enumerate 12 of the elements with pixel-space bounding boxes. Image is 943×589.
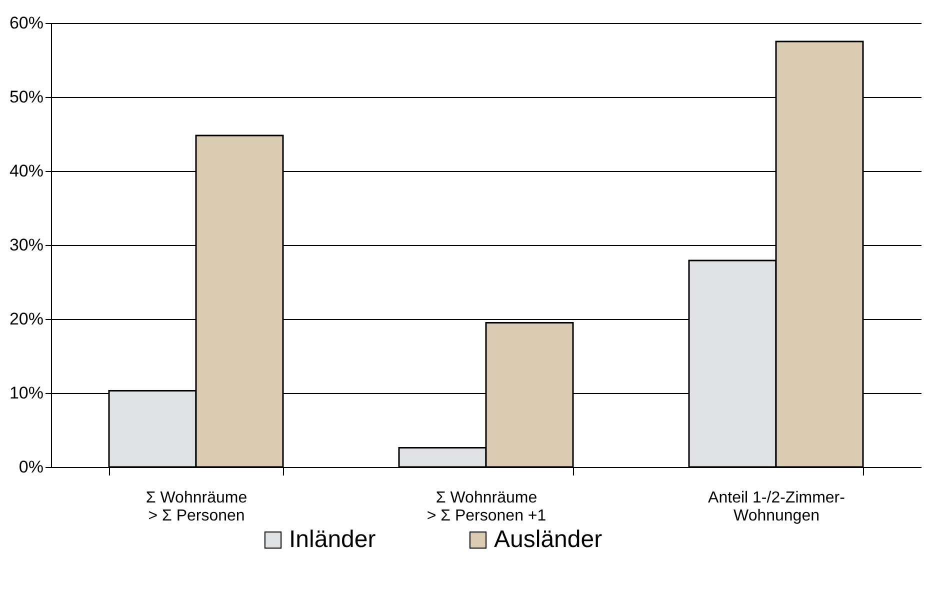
x-tick-label: Σ Wohnräume > Σ Personen xyxy=(146,490,248,524)
y-tick-label: 40% xyxy=(9,162,44,180)
y-tick-label: 20% xyxy=(9,310,44,328)
legend-label: Ausländer xyxy=(494,526,602,553)
y-tick-label: 10% xyxy=(9,384,44,402)
y-tick-label: 60% xyxy=(9,14,44,32)
y-tick-label: 0% xyxy=(18,458,44,476)
y-tick-label: 50% xyxy=(9,88,44,106)
y-tick-label: 30% xyxy=(9,236,44,254)
x-tick-label: Σ Wohnräume > Σ Personen +1 xyxy=(426,490,546,524)
x-tick-label: Anteil 1-/2-Zimmer- Wohnungen xyxy=(708,490,845,524)
legend-label: Inländer xyxy=(289,526,376,553)
